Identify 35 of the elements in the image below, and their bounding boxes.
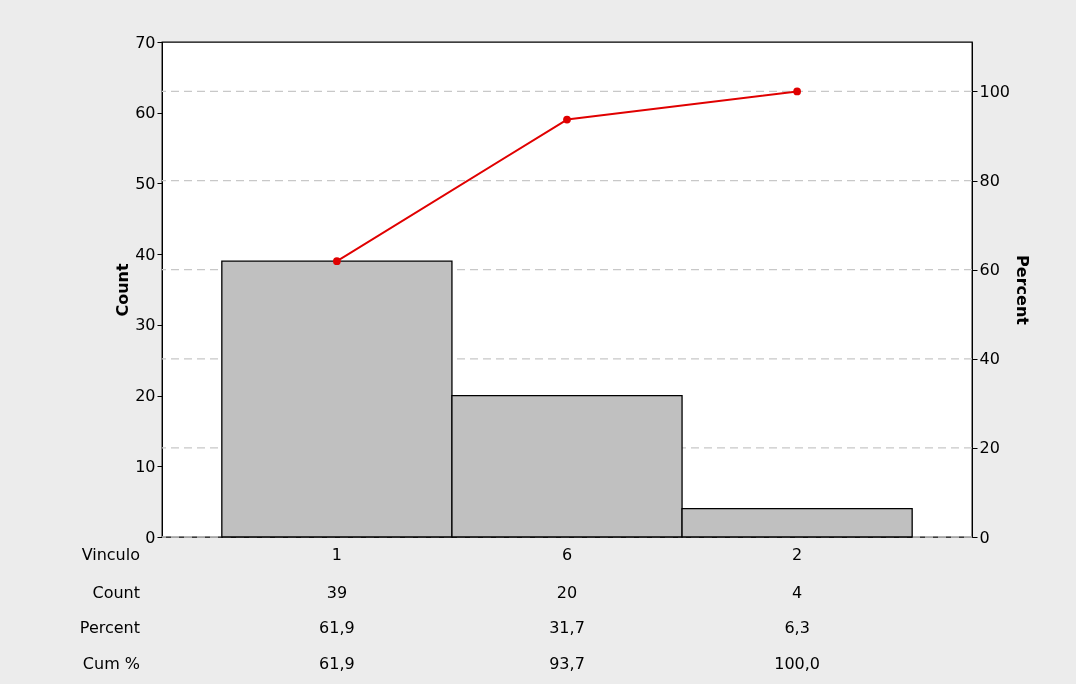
- y-tick-label: 40: [135, 244, 156, 264]
- y2-axis-title: Percent: [1013, 255, 1033, 326]
- y-axis-title: Count: [113, 263, 133, 317]
- data-label: 61,9: [319, 654, 355, 673]
- y2-tick-label: 80: [979, 171, 1000, 191]
- x-tick-label: 6: [561, 545, 573, 564]
- y-tick-label: 0: [145, 527, 156, 547]
- y-tick-label: 20: [135, 386, 156, 406]
- x-tick-label: 2: [792, 545, 803, 564]
- y2-tick-label: 100: [979, 81, 1011, 101]
- text: 6,3: [784, 618, 810, 637]
- y2-tick-label: 60: [979, 260, 1000, 280]
- x-tick-label: 1: [331, 545, 342, 564]
- y2-tick-label: 40: [979, 349, 1000, 369]
- y-tick-label: 70: [135, 32, 156, 52]
- point: [563, 115, 571, 124]
- text: Percent: [79, 618, 140, 637]
- data-label: 93,7: [549, 654, 585, 673]
- y-tick-label: 60: [135, 103, 156, 123]
- y-tick-label: 30: [135, 315, 156, 335]
- text: Count: [92, 583, 140, 602]
- data-label: 4: [792, 583, 803, 602]
- text: Cum %: [82, 654, 140, 673]
- y-tick-label: 50: [135, 173, 156, 193]
- y-tick-label: 10: [135, 456, 156, 476]
- data-label: 20: [556, 583, 578, 602]
- text: 61,9: [319, 618, 355, 637]
- text: 31,7: [549, 618, 585, 637]
- data-label: 39: [326, 583, 348, 602]
- y2-tick-label: 0: [979, 527, 990, 547]
- point: [333, 257, 341, 266]
- x-axis-title: Vinculo: [81, 545, 140, 564]
- y2-tick-label: 20: [979, 438, 1000, 458]
- data-label: 100,0: [774, 654, 821, 673]
- point: [793, 87, 801, 96]
